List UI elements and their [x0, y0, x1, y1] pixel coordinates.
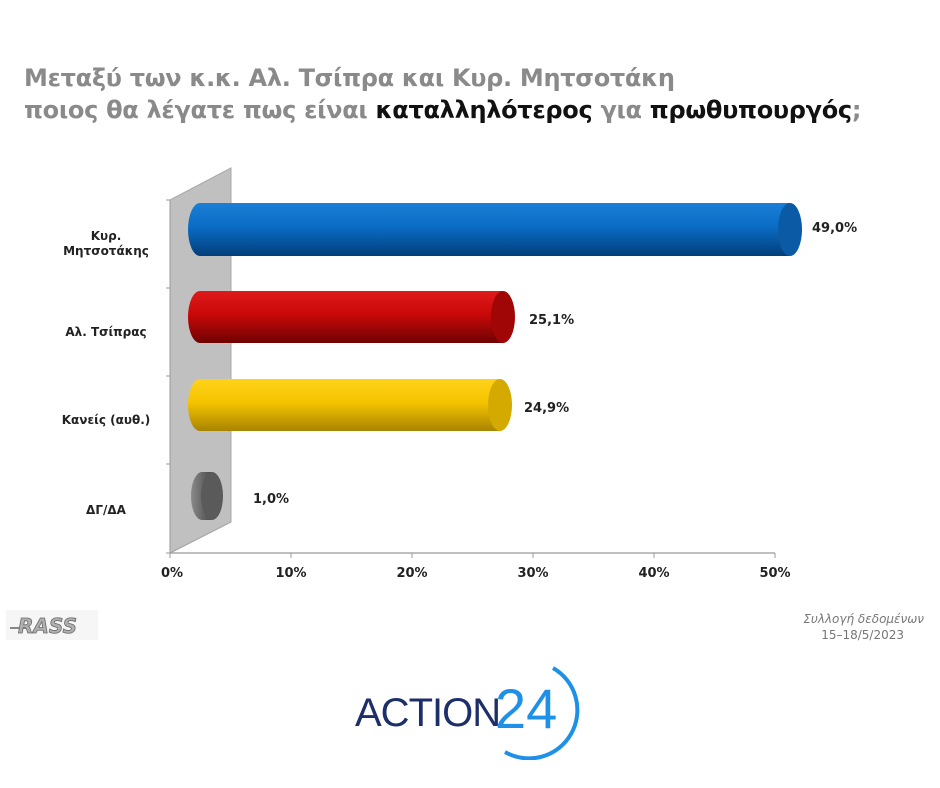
collection-label: Συλλογή δεδομένων	[803, 612, 924, 626]
title-highlight-suitable: καταλληλότερος	[375, 96, 593, 124]
category-label-dk-na: ΔΓ/ΔΑ	[86, 503, 126, 517]
title-line-2: ποιος θα λέγατε πως είναι καταλληλότερος…	[24, 96, 862, 124]
chart-title: Μεταξύ των κ.κ. Αλ. Τσίπρα και Κυρ. Μητσ…	[24, 62, 861, 126]
x-tick-40: 40%	[638, 566, 670, 581]
x-tick-0: 0%	[160, 566, 184, 581]
value-label-none: 24,9%	[524, 401, 570, 416]
value-label-mitsotakis: 49,0%	[812, 221, 858, 236]
chart-canvas	[166, 167, 802, 558]
bar-chart: Κυρ. Μητσοτάκης Αλ. Τσίπρας Κανείς (αυθ.)…	[61, 167, 858, 581]
action24-logo: ACTION 24	[355, 666, 580, 760]
x-tick-50: 50%	[759, 566, 791, 581]
value-label-dk-na: 1,0%	[253, 492, 290, 507]
bar-none	[188, 379, 512, 431]
x-tick-10: 10%	[275, 566, 307, 581]
bar-tsipras	[188, 291, 515, 343]
x-tick-30: 30%	[517, 566, 549, 581]
value-label-tsipras: 25,1%	[529, 313, 575, 328]
svg-text:ACTION: ACTION	[355, 691, 500, 735]
title-highlight-pm: πρωθυπουργός	[649, 96, 852, 124]
x-tick-20: 20%	[396, 566, 428, 581]
title-line-1: Μεταξύ των κ.κ. Αλ. Τσίπρα και Κυρ. Μητσ…	[24, 64, 675, 92]
category-label-mitsotakis: Κυρ. Μητσοτάκης	[63, 229, 149, 258]
rass-logo: RASS	[6, 610, 98, 640]
category-label-none: Κανείς (αυθ.)	[61, 413, 151, 427]
collection-dates: 15–18/5/2023	[821, 628, 904, 642]
data-collection-note: Συλλογή δεδομένων 15–18/5/2023	[803, 611, 924, 643]
bar-mitsotakis	[188, 203, 802, 256]
svg-text:RASS: RASS	[18, 614, 77, 638]
svg-text:24: 24	[495, 677, 557, 740]
bar-dk-na	[191, 472, 223, 520]
category-label-tsipras: Αλ. Τσίπρας	[65, 325, 147, 339]
